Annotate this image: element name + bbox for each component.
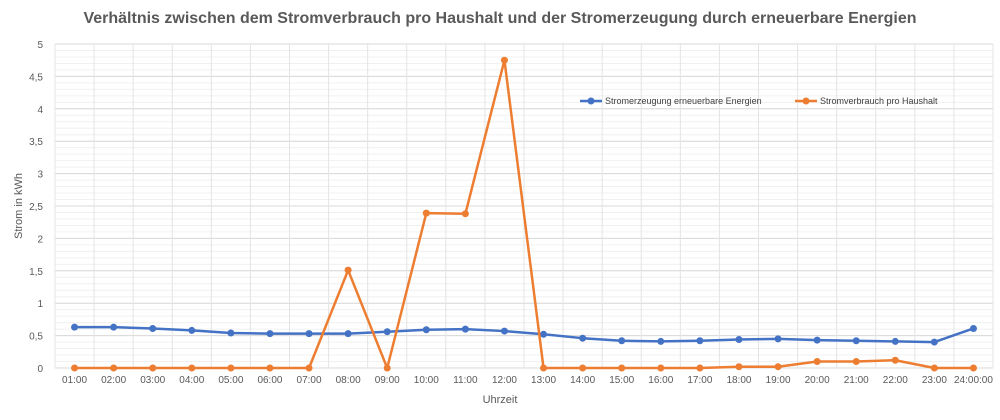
y-tick-label: 0: [37, 364, 43, 375]
y-tick-label: 1: [37, 299, 43, 310]
data-point: [305, 364, 313, 372]
data-point: [735, 363, 743, 371]
legend-marker: [802, 97, 810, 105]
data-point: [618, 364, 626, 372]
y-tick-label: 4: [37, 105, 43, 116]
data-point: [110, 323, 118, 331]
data-point: [344, 330, 352, 338]
x-tick-label: 15:00: [609, 375, 634, 386]
x-tick-label: 04:00: [179, 375, 204, 386]
data-point: [696, 337, 704, 345]
data-point: [969, 324, 977, 332]
data-point: [540, 330, 548, 338]
data-point: [188, 364, 196, 372]
data-point: [735, 335, 743, 343]
y-tick-label: 5: [37, 40, 43, 51]
data-point: [188, 326, 196, 334]
data-point: [227, 329, 235, 337]
data-point: [227, 364, 235, 372]
data-point: [774, 335, 782, 343]
data-point: [696, 364, 704, 372]
x-tick-label: 16:00: [648, 375, 673, 386]
x-tick-label: 12:00: [492, 375, 517, 386]
data-point: [813, 336, 821, 344]
y-tick-label: 3,5: [29, 137, 43, 148]
x-tick-label: 01:00: [62, 375, 87, 386]
x-tick-label: 21:00: [844, 375, 869, 386]
data-point: [344, 266, 352, 274]
y-tick-label: 3: [37, 170, 43, 181]
x-tick-label: 07:00: [297, 375, 322, 386]
data-point: [579, 364, 587, 372]
series-line-0: [74, 325, 974, 344]
data-point: [266, 364, 274, 372]
data-point: [383, 328, 391, 336]
x-tick-label: 11:00: [453, 375, 478, 386]
legend-marker: [587, 97, 595, 105]
data-point: [969, 364, 977, 372]
x-tick-label: 17:00: [687, 375, 712, 386]
x-tick-label: 03:00: [140, 375, 165, 386]
data-point: [149, 364, 157, 372]
y-tick-label: 2,5: [29, 202, 43, 213]
y-tick-label: 0,5: [29, 332, 43, 343]
x-tick-label: 09:00: [375, 375, 400, 386]
x-tick-label: 13:00: [531, 375, 556, 386]
data-point: [813, 358, 821, 366]
legend-label: Stromverbrauch pro Haushalt: [820, 96, 938, 106]
x-tick-label: 02:00: [101, 375, 126, 386]
data-point: [71, 364, 79, 372]
data-point: [852, 337, 860, 345]
x-tick-label: 06:00: [257, 375, 282, 386]
x-tick-label: 18:00: [726, 375, 751, 386]
y-axis-label: Strom in kWh: [13, 173, 25, 239]
data-point: [930, 338, 938, 346]
data-point: [930, 364, 938, 372]
chart-title: Verhältnis zwischen dem Stromverbrauch p…: [83, 10, 917, 27]
data-point: [383, 364, 391, 372]
data-point: [891, 356, 899, 364]
x-tick-label: 08:00: [336, 375, 361, 386]
x-tick-label: 19:00: [766, 375, 791, 386]
y-tick-label: 1,5: [29, 267, 43, 278]
y-tick-label: 4,5: [29, 72, 43, 83]
y-tick-label: 2: [37, 234, 43, 245]
data-point: [500, 327, 508, 335]
data-point: [71, 323, 79, 331]
data-point: [500, 56, 508, 64]
x-tick-label: 20:00: [805, 375, 830, 386]
data-point: [540, 364, 548, 372]
data-point: [266, 330, 274, 338]
data-point: [852, 358, 860, 366]
x-tick-label: 24:00:00: [954, 375, 993, 386]
x-tick-label: 05:00: [218, 375, 243, 386]
data-point: [422, 209, 430, 217]
data-point: [657, 337, 665, 345]
data-point: [149, 324, 157, 332]
data-point: [657, 364, 665, 372]
legend-label: Stromerzeugung erneuerbare Energien: [605, 96, 762, 106]
data-point: [774, 363, 782, 371]
x-tick-label: 14:00: [570, 375, 595, 386]
data-point: [305, 330, 313, 338]
data-point: [579, 334, 587, 342]
series-line-1: [74, 58, 974, 370]
x-tick-label: 23:00: [922, 375, 947, 386]
data-point: [422, 326, 430, 334]
data-point: [461, 210, 469, 218]
x-tick-label: 22:00: [883, 375, 908, 386]
data-point: [110, 364, 118, 372]
data-point: [891, 337, 899, 345]
x-axis-label: Uhrzeit: [483, 394, 518, 406]
data-point: [618, 337, 626, 345]
data-point: [461, 325, 469, 333]
x-tick-label: 10:00: [414, 375, 439, 386]
